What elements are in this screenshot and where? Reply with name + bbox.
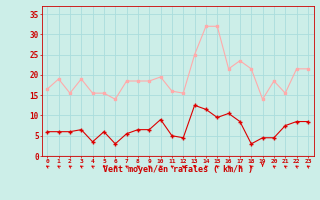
X-axis label: Vent moyen/en rafales ( km/h ): Vent moyen/en rafales ( km/h ) (103, 165, 252, 174)
